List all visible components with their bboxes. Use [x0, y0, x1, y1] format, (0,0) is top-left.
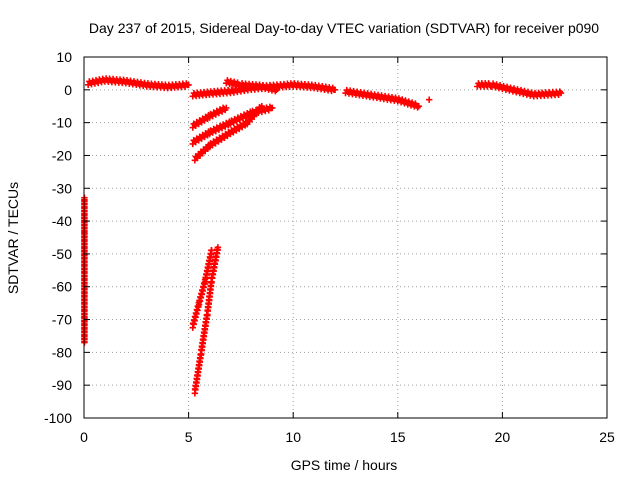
chart-title: Day 237 of 2015, Sidereal Day-to-day VTE… — [89, 20, 599, 36]
y-tick-label: -50 — [52, 246, 72, 262]
y-tick-label: -20 — [52, 147, 72, 163]
series-arc-1 — [84, 75, 192, 92]
plot-frame — [83, 56, 608, 419]
series-arc-5 — [425, 96, 433, 103]
data-point — [258, 103, 266, 110]
series-arc-10 — [189, 246, 215, 331]
x-tick-label: 25 — [599, 429, 615, 445]
x-tick-label: 10 — [285, 429, 301, 445]
data-point — [185, 81, 192, 89]
data-point — [425, 96, 433, 103]
series-arc-7 — [189, 104, 230, 131]
series-arc-6 — [474, 80, 565, 100]
data-point — [223, 104, 230, 112]
y-tick-label: -60 — [52, 279, 72, 295]
y-tick-label: -100 — [44, 410, 72, 426]
x-tick-labels: 0 5 10 15 20 25 — [80, 429, 615, 445]
series-arc-9 — [191, 103, 266, 164]
data-point — [214, 244, 222, 251]
tick-marks — [83, 56, 608, 419]
series-arc-4 — [342, 86, 422, 111]
data-point — [269, 104, 276, 112]
data-point — [414, 104, 421, 111]
x-tick-label: 15 — [390, 429, 406, 445]
x-tick-label: 5 — [185, 429, 193, 445]
y-tick-label: 0 — [64, 82, 72, 98]
grid — [84, 57, 607, 418]
y-tick-label: -70 — [52, 312, 72, 328]
x-tick-label: 20 — [495, 429, 511, 445]
series-arc-11 — [191, 244, 222, 397]
y-tick-labels: 10 0 -10 -20 -30 -40 -50 -60 -70 -80 -90 -100 — [44, 49, 72, 426]
series-arc-8 — [189, 103, 276, 148]
y-tick-label: -30 — [52, 180, 72, 196]
data-point — [557, 89, 565, 97]
y-tick-label: -90 — [52, 377, 72, 393]
y-axis-label: SDTVAR / TECUs — [5, 182, 21, 294]
data-point — [331, 86, 339, 94]
data-point — [273, 86, 280, 94]
y-tick-label: 10 — [56, 49, 72, 65]
x-tick-label: 0 — [80, 429, 88, 445]
data-point — [208, 247, 215, 254]
data-marks — [81, 75, 565, 397]
y-tick-label: -10 — [52, 115, 72, 131]
series-arc-3 — [223, 77, 280, 95]
data-point — [415, 103, 422, 110]
x-axis-label: GPS time / hours — [291, 457, 398, 473]
y-tick-label: -80 — [52, 344, 72, 360]
y-tick-label: -40 — [52, 213, 72, 229]
